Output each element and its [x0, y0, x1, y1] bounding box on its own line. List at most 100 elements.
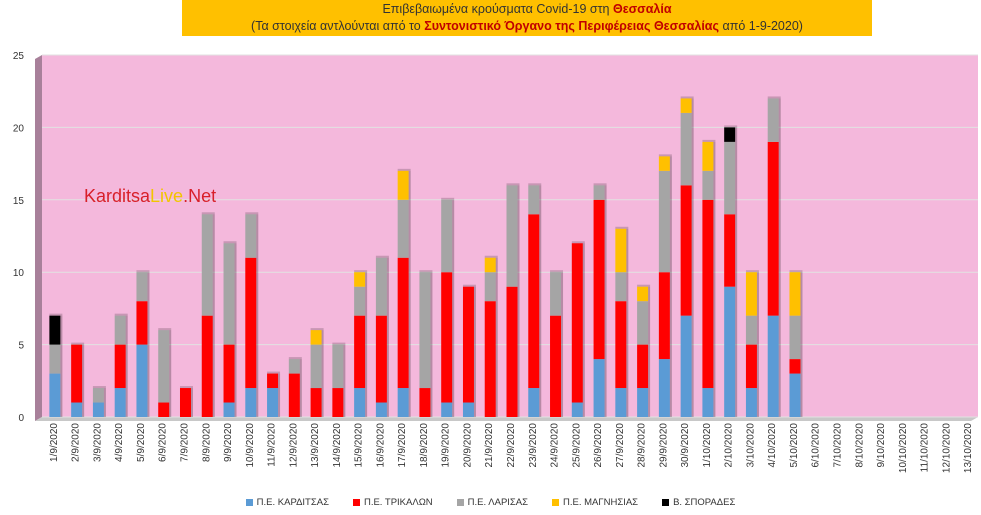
bar-segment [637, 388, 649, 417]
bar-segment [571, 243, 583, 403]
bar-segment [767, 315, 779, 417]
chart-title-line2: (Τα στοιχεία αντλούνται από το Συντονιστ… [182, 18, 872, 35]
legend-label: Π.Ε. ΜΑΓΝΗΣΙΑΣ [563, 497, 639, 508]
bar-segment [789, 272, 801, 316]
x-tick-label: 2/10/2020 [724, 423, 735, 468]
bar-segment [615, 228, 627, 273]
bar-segment [484, 301, 496, 417]
bar-segment-side [626, 301, 629, 389]
bar-segment-side [60, 315, 63, 345]
bar-segment [506, 185, 518, 287]
bar-top [528, 183, 542, 186]
bar-segment [724, 127, 736, 142]
bar-segment-side [539, 388, 542, 417]
bar-top [158, 328, 172, 331]
x-tick-label: 27/9/2020 [615, 423, 626, 468]
bar-top [223, 241, 237, 244]
bar-top [49, 313, 63, 316]
bar-segment-side [539, 185, 542, 215]
bar-segment [223, 402, 235, 417]
bar-segment-side [125, 344, 128, 389]
bar-segment-side [212, 214, 215, 316]
x-tick-label: 9/10/2020 [876, 423, 887, 468]
x-tick-label: 25/9/2020 [571, 423, 582, 468]
bar-segment [789, 373, 801, 417]
x-tick-label: 14/9/2020 [332, 423, 343, 468]
x-tick-label: 10/9/2020 [245, 423, 256, 468]
bar-segment-side [604, 359, 607, 417]
bar-top [288, 357, 302, 360]
bar-top [179, 386, 193, 389]
bar-segment [593, 199, 605, 360]
bar-segment [441, 272, 453, 403]
bar-segment-side [147, 344, 150, 417]
bar-segment [702, 388, 714, 417]
bar-segment [637, 344, 649, 389]
bar-segment [92, 388, 104, 403]
bar-segment [375, 257, 387, 316]
bar-segment-side [713, 199, 716, 389]
bar-segment-side [735, 214, 738, 287]
legend-label: Π.Ε. ΛΑΡΙΣΑΣ [467, 497, 529, 508]
x-tick-label: 1/9/2020 [49, 423, 60, 462]
bar-segment-side [430, 272, 433, 389]
bar-segment [550, 272, 562, 316]
legend-label: Π.Ε. ΤΡΙΚΑΛΩΝ [363, 497, 433, 508]
bar-segment [615, 272, 627, 302]
bar-segment [354, 272, 366, 287]
bar-segment [419, 388, 431, 417]
bar-segment [593, 359, 605, 417]
bar-segment [593, 185, 605, 200]
bar-top [658, 154, 672, 157]
bar-segment [658, 272, 670, 360]
bar-segment-side [386, 402, 389, 417]
bar-segment-side [604, 199, 607, 360]
bar-top [92, 386, 106, 389]
bar-segment [615, 388, 627, 417]
bar-top [136, 270, 150, 273]
bar-segment-side [365, 388, 368, 417]
bar-segment-side [103, 388, 106, 403]
bar-segment-side [756, 344, 759, 389]
bar-segment [680, 98, 692, 113]
legend-label: Π.Ε. ΚΑΡΔΙΤΣΑΣ [256, 497, 329, 508]
bar-segment-side [60, 344, 63, 374]
bar-segment-side [60, 373, 63, 417]
bar-segment-side [582, 243, 585, 403]
chart-title-box: Επιβεβαιωμένα κρούσματα Covid-19 στη Θεσ… [182, 0, 872, 36]
bar-segment-side [473, 286, 476, 403]
bar-segment-side [561, 315, 564, 417]
legend-swatch [552, 498, 560, 506]
bar-segment-side [756, 388, 759, 417]
bar-segment [724, 214, 736, 287]
bar-segment [441, 402, 453, 417]
bar-top [745, 270, 759, 273]
bar-segment-side [669, 272, 672, 360]
bar-segment-side [735, 141, 738, 215]
legend-swatch [352, 498, 360, 506]
legend-item: Β. ΣΠΟΡΑΔΕΣ [662, 497, 735, 508]
bar-segment-side [299, 359, 302, 374]
legend-item: Π.Ε. ΜΑΓΝΗΣΙΑΣ [552, 497, 638, 508]
bar-segment [789, 359, 801, 374]
x-tick-label: 30/9/2020 [680, 423, 691, 468]
bar-segment [179, 388, 191, 417]
bar-segment [658, 170, 670, 273]
bar-segment-side [669, 156, 672, 171]
bar-segment-side [234, 344, 237, 403]
title-line2-date: από 1-9-2020) [719, 19, 803, 33]
y-tick-label: 0 [18, 413, 24, 424]
bar-segment [615, 301, 627, 389]
x-tick-label: 13/10/2020 [963, 423, 974, 473]
bar-segment-side [82, 402, 85, 417]
x-tick-label: 10/10/2020 [898, 423, 909, 473]
bar-segment-side [648, 388, 651, 417]
bar-segment [267, 373, 279, 389]
bar-segment [245, 214, 257, 258]
bar-segment-side [648, 301, 651, 345]
bar-segment [680, 315, 692, 417]
bar-segment [767, 141, 779, 316]
bar-segment [267, 388, 279, 417]
bar-segment-side [582, 402, 585, 417]
